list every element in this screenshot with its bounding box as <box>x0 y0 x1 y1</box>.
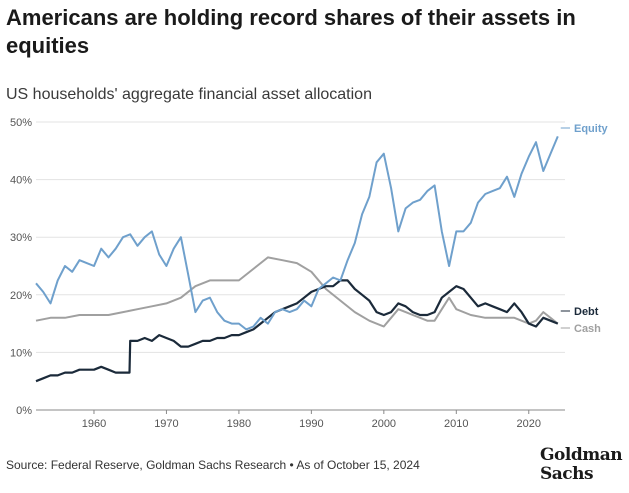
series-line-equity <box>35 136 559 331</box>
x-tick-label: 2010 <box>444 418 468 427</box>
x-tick-label: 1980 <box>227 418 251 427</box>
series-label-equity: Equity <box>574 123 608 135</box>
x-tick-label: 2020 <box>517 418 541 427</box>
logo-line-2: Sachs <box>540 464 594 484</box>
y-tick-label: 30% <box>10 232 32 244</box>
logo-line-1: Goldman <box>540 445 623 465</box>
y-tick-label: 0% <box>16 405 32 417</box>
goldman-sachs-logo: Goldman Sachs <box>540 446 624 484</box>
series-labels: Equity Debt Cash <box>560 123 608 335</box>
y-tick-label: 50% <box>10 117 32 129</box>
y-tick-label: 40% <box>10 175 32 187</box>
source-footer: Source: Federal Reserve, Goldman Sachs R… <box>6 458 420 472</box>
axes: 0% 10% 20% 30% 40% 50% 1960 1970 1980 1990 2000 201… <box>10 117 541 427</box>
series-label-cash: Cash <box>574 323 601 335</box>
x-tick-label: 1990 <box>299 418 323 427</box>
x-tick-label: 2000 <box>372 418 396 427</box>
line-chart: 0% 10% 20% 30% 40% 50% 1960 1970 1980 1990 2000 201… <box>10 117 609 427</box>
x-tick-label: 1970 <box>154 418 178 427</box>
x-tick-label: 1960 <box>82 418 106 427</box>
y-tick-label: 20% <box>10 290 32 302</box>
series-line-cash <box>35 256 559 328</box>
series-label-debt: Debt <box>574 306 599 318</box>
chart-subtitle: US households' aggregate financial asset… <box>6 86 372 103</box>
series-lines <box>35 136 559 383</box>
chart-title: Americans are holding record shares of t… <box>6 5 576 58</box>
y-tick-label: 10% <box>10 347 32 359</box>
series-line-debt <box>35 279 559 383</box>
